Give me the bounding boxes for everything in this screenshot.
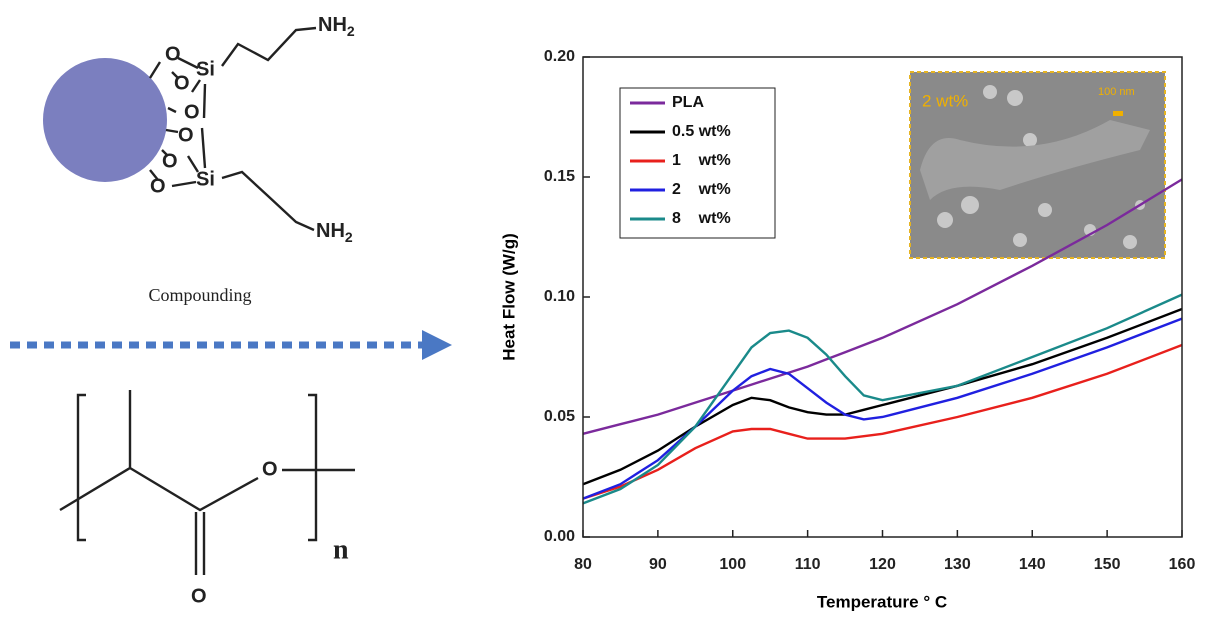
amine: NH2: [316, 220, 353, 244]
oxygen: O: [178, 124, 194, 146]
inset-label: 2 wt%: [922, 91, 968, 110]
silicon: Si: [196, 58, 215, 80]
legend-label: PLA: [672, 94, 704, 111]
y-tick-label: 0.05: [544, 408, 575, 425]
series-line: [582, 293, 1183, 505]
oxygen: O: [150, 175, 166, 197]
silica-particle: [43, 58, 167, 182]
y-tick-label: 0.15: [544, 168, 575, 185]
legend-label: 2 wt%: [672, 181, 731, 198]
amine: NH2: [318, 14, 355, 38]
oxygen: O: [262, 458, 278, 480]
oxygen: O: [174, 72, 190, 94]
silicon: Si: [196, 168, 215, 190]
x-tick-label: 90: [649, 556, 667, 573]
legend-label: 8 wt%: [672, 210, 731, 227]
oxygen: O: [191, 585, 207, 607]
series-line: [582, 178, 1183, 435]
x-tick-label: 150: [1094, 556, 1121, 573]
x-tick-label: 100: [719, 556, 746, 573]
x-tick-label: 130: [944, 556, 971, 573]
scale-label: 100 nm: [1098, 86, 1135, 98]
series-line: [582, 307, 1183, 486]
x-tick-label: 110: [795, 556, 821, 573]
oxygen: O: [165, 43, 181, 65]
series-line: [582, 343, 1183, 500]
process-label: Compounding: [148, 285, 251, 305]
x-tick-label: 160: [1169, 556, 1196, 573]
legend-box: [619, 87, 776, 239]
oxygen: O: [184, 101, 200, 123]
y-tick-label: 0.10: [544, 288, 575, 305]
oxygen: O: [162, 150, 178, 172]
arrow-head: [422, 330, 452, 360]
x-tick-label: 140: [1019, 556, 1046, 573]
silane-bonds: [59, 26, 355, 575]
x-tick-label: 120: [869, 556, 896, 573]
y-tick-label: 0.20: [544, 48, 575, 65]
plot-frame: [582, 56, 1183, 538]
repeat-index: n: [333, 534, 349, 565]
scale-bar: [1113, 111, 1123, 116]
y-axis-label: Heat Flow (W/g): [499, 233, 518, 360]
legend-label: 1 wt%: [672, 152, 731, 169]
x-tick-label: 80: [574, 556, 592, 573]
x-axis-label: Temperature ° C: [817, 592, 947, 611]
legend-label: 0.5 wt%: [672, 123, 731, 140]
sem-texture: [920, 85, 1150, 249]
y-tick-label: 0.00: [544, 528, 575, 545]
